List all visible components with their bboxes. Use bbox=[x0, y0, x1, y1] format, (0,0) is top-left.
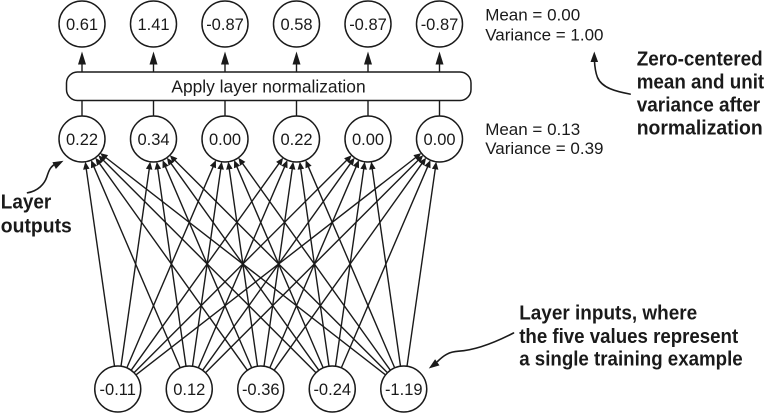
svg-text:1.41: 1.41 bbox=[137, 16, 169, 34]
svg-text:the five values represent: the five values represent bbox=[519, 325, 738, 348]
svg-text:0.00: 0.00 bbox=[209, 131, 241, 149]
svg-text:0.00: 0.00 bbox=[352, 131, 384, 149]
svg-text:Variance = 1.00: Variance = 1.00 bbox=[485, 26, 603, 45]
svg-text:variance after: variance after bbox=[637, 94, 761, 117]
svg-text:-0.36: -0.36 bbox=[242, 381, 280, 399]
svg-text:0.58: 0.58 bbox=[280, 16, 312, 34]
svg-text:Mean = 0.00: Mean = 0.00 bbox=[485, 6, 580, 25]
svg-text:normalization: normalization bbox=[637, 117, 763, 140]
svg-text:Zero-centered: Zero-centered bbox=[637, 48, 763, 71]
svg-text:-0.24: -0.24 bbox=[313, 381, 351, 399]
svg-text:-1.19: -1.19 bbox=[385, 381, 423, 399]
svg-text:Layer: Layer bbox=[1, 190, 52, 213]
svg-text:-0.87: -0.87 bbox=[349, 16, 387, 34]
svg-text:-0.11: -0.11 bbox=[100, 381, 136, 399]
svg-text:0.22: 0.22 bbox=[280, 131, 312, 149]
svg-text:0.00: 0.00 bbox=[423, 131, 455, 149]
svg-text:mean and unit: mean and unit bbox=[637, 71, 765, 94]
svg-text:-0.87: -0.87 bbox=[206, 16, 244, 34]
svg-text:Layer inputs, where: Layer inputs, where bbox=[519, 301, 697, 324]
svg-text:Apply layer normalization: Apply layer normalization bbox=[171, 77, 365, 97]
svg-text:0.34: 0.34 bbox=[137, 131, 169, 149]
svg-text:-0.87: -0.87 bbox=[421, 16, 459, 34]
svg-text:outputs: outputs bbox=[1, 215, 72, 238]
svg-text:0.61: 0.61 bbox=[66, 16, 98, 34]
svg-text:0.12: 0.12 bbox=[173, 381, 205, 399]
svg-text:Variance = 0.39: Variance = 0.39 bbox=[485, 139, 603, 158]
svg-text:Mean = 0.13: Mean = 0.13 bbox=[485, 120, 580, 139]
svg-text:a single training example: a single training example bbox=[519, 348, 743, 371]
svg-text:0.22: 0.22 bbox=[66, 131, 98, 149]
